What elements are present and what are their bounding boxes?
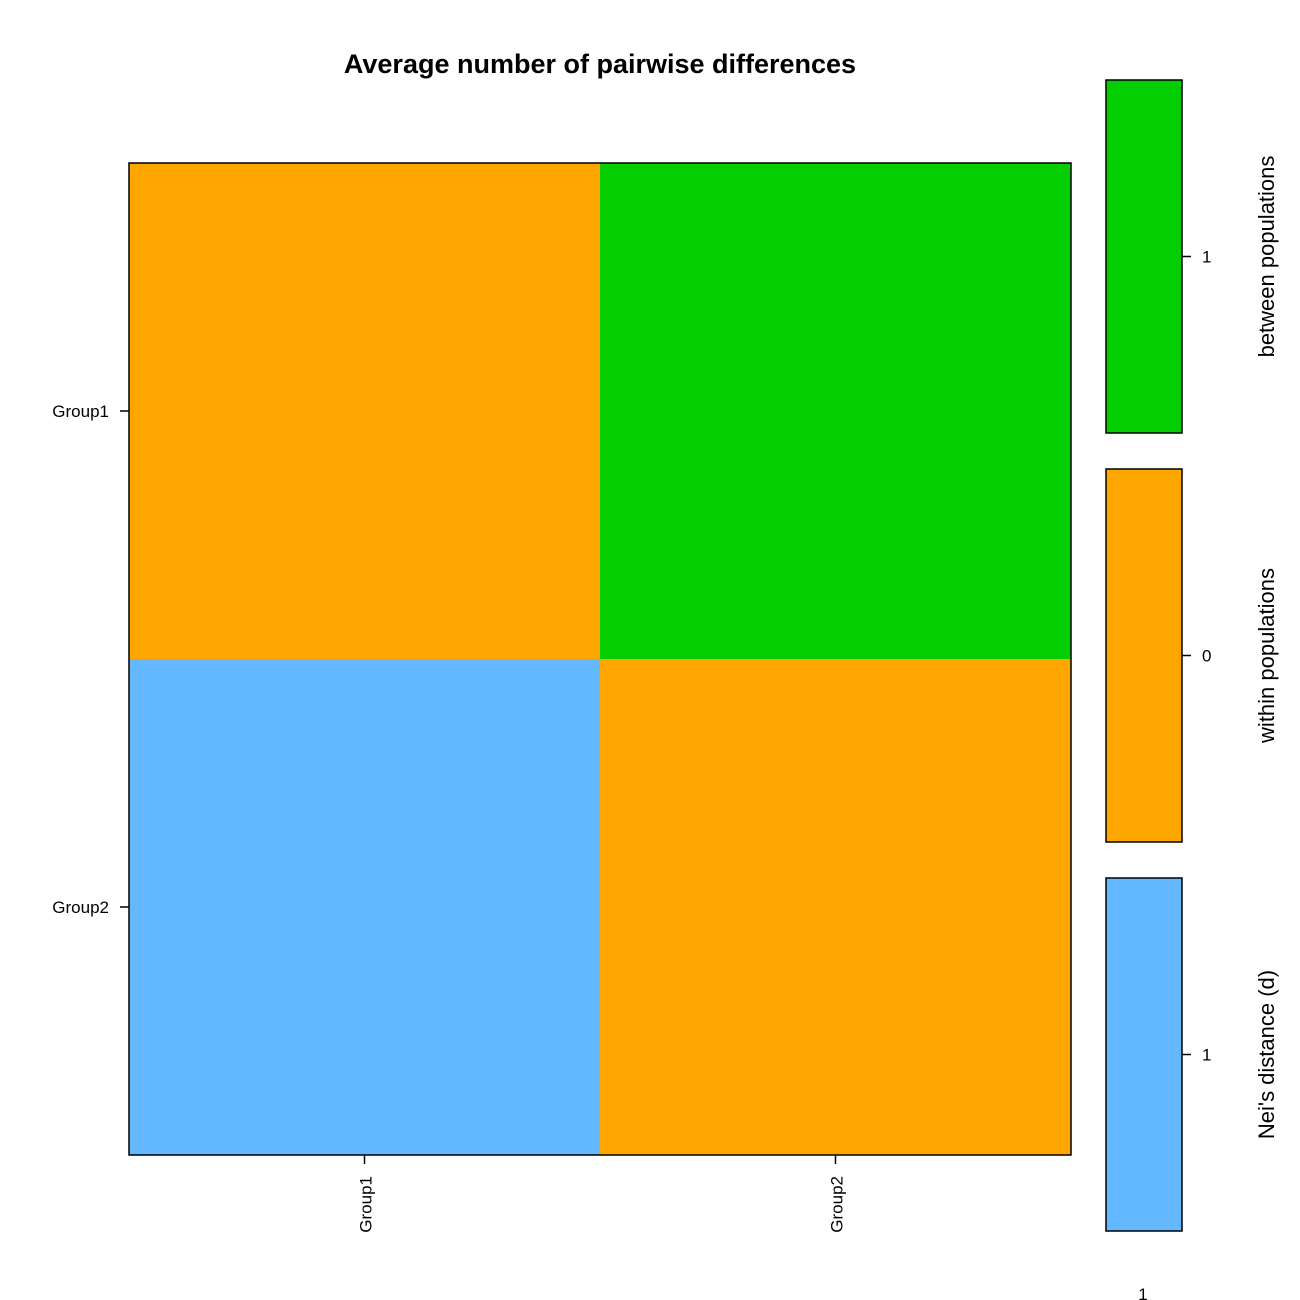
heatmap-cell-2-2 bbox=[600, 659, 1071, 1155]
y-axis: Group1 Group2 bbox=[52, 402, 129, 917]
footnote-label: 1 bbox=[1138, 1285, 1147, 1300]
chart-title: Average number of pairwise differences bbox=[344, 49, 856, 79]
x-tick-label: Group1 bbox=[357, 1176, 376, 1233]
legend-label: Nei's distance (d) bbox=[1254, 970, 1279, 1139]
legend-swatch bbox=[1105, 79, 1183, 434]
legend-tick-label: 1 bbox=[1202, 1046, 1211, 1065]
legend: 1 between populations 0 within populations 1… bbox=[1105, 79, 1279, 1232]
x-tick-label: Group2 bbox=[828, 1176, 847, 1233]
legend-tick-label: 0 bbox=[1202, 647, 1211, 666]
legend-swatch bbox=[1105, 468, 1183, 843]
heatmap-cell-2-1 bbox=[129, 659, 600, 1155]
legend-label: within populations bbox=[1254, 568, 1279, 744]
plot-frame bbox=[128, 162, 1072, 1156]
y-tick-label: Group1 bbox=[52, 402, 109, 421]
y-tick-label: Group2 bbox=[52, 898, 109, 917]
heatmap-cell-1-2 bbox=[600, 163, 1071, 659]
legend-swatch bbox=[1105, 877, 1183, 1232]
legend-label: between populations bbox=[1254, 156, 1279, 358]
heatmap-cells bbox=[129, 163, 1071, 1155]
legend-tick-label: 1 bbox=[1202, 248, 1211, 267]
x-axis: Group1 Group2 bbox=[357, 1155, 847, 1233]
heatmap-cell-1-1 bbox=[129, 163, 600, 659]
